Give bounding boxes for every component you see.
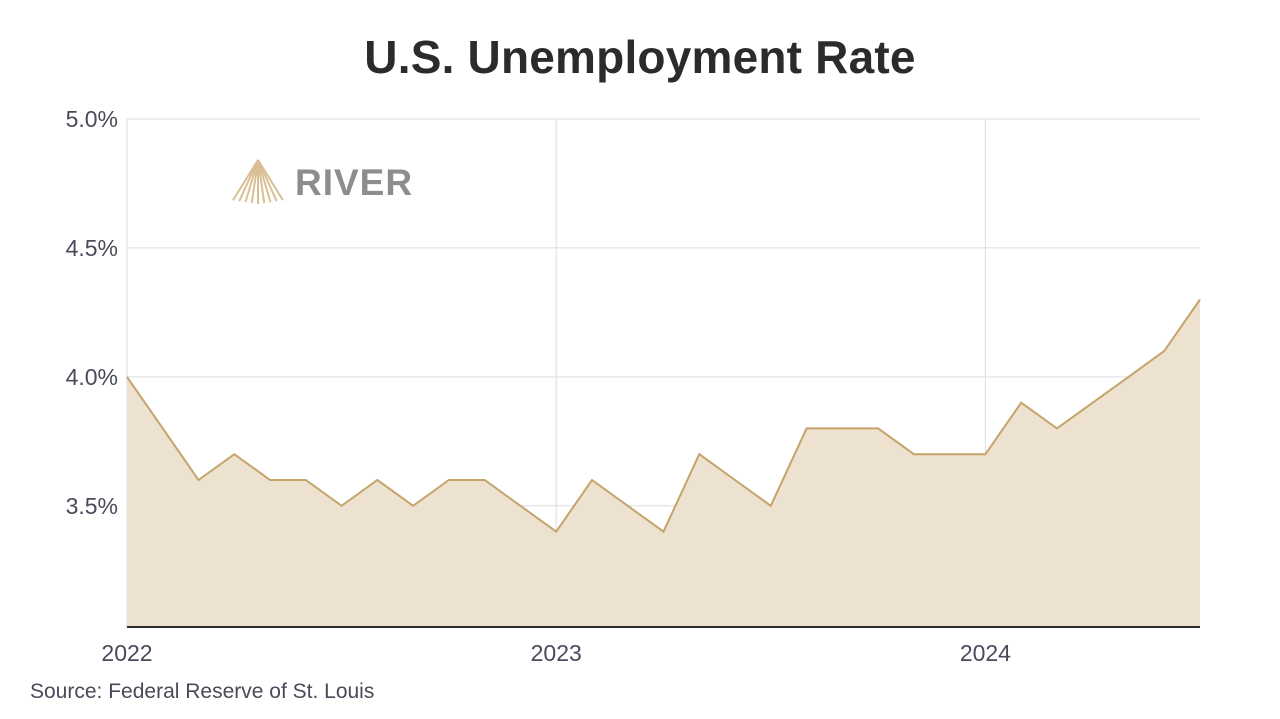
x-tick-label: 2024 — [960, 640, 1011, 666]
x-tick-label: 2022 — [101, 640, 152, 666]
logo-ray — [250, 159, 259, 204]
series-area-fill — [127, 299, 1200, 627]
logo-text: RIVER — [295, 162, 413, 203]
logo-ray — [232, 159, 259, 201]
river-logo: RIVER — [232, 159, 413, 204]
y-axis-ticks: 3.5% 4.0% 4.5% 5.0% — [66, 106, 118, 519]
logo-ray — [238, 159, 259, 202]
x-tick-label: 2023 — [531, 640, 582, 666]
logo-ray — [257, 159, 272, 203]
y-tick-label: 4.0% — [66, 364, 118, 390]
x-axis-ticks: 2022 2023 2024 — [101, 640, 1011, 666]
chart-title: U.S. Unemployment Rate — [364, 31, 916, 83]
logo-ray — [257, 159, 284, 201]
series-line — [126, 298, 1201, 534]
logo-ray — [257, 159, 266, 204]
logo-ray — [244, 159, 259, 203]
y-tick-label: 3.5% — [66, 493, 118, 519]
river-mark-icon — [232, 159, 284, 204]
source-note: Source: Federal Reserve of St. Louis — [30, 680, 375, 703]
y-tick-label: 5.0% — [66, 106, 118, 132]
y-tick-label: 4.5% — [66, 235, 118, 261]
